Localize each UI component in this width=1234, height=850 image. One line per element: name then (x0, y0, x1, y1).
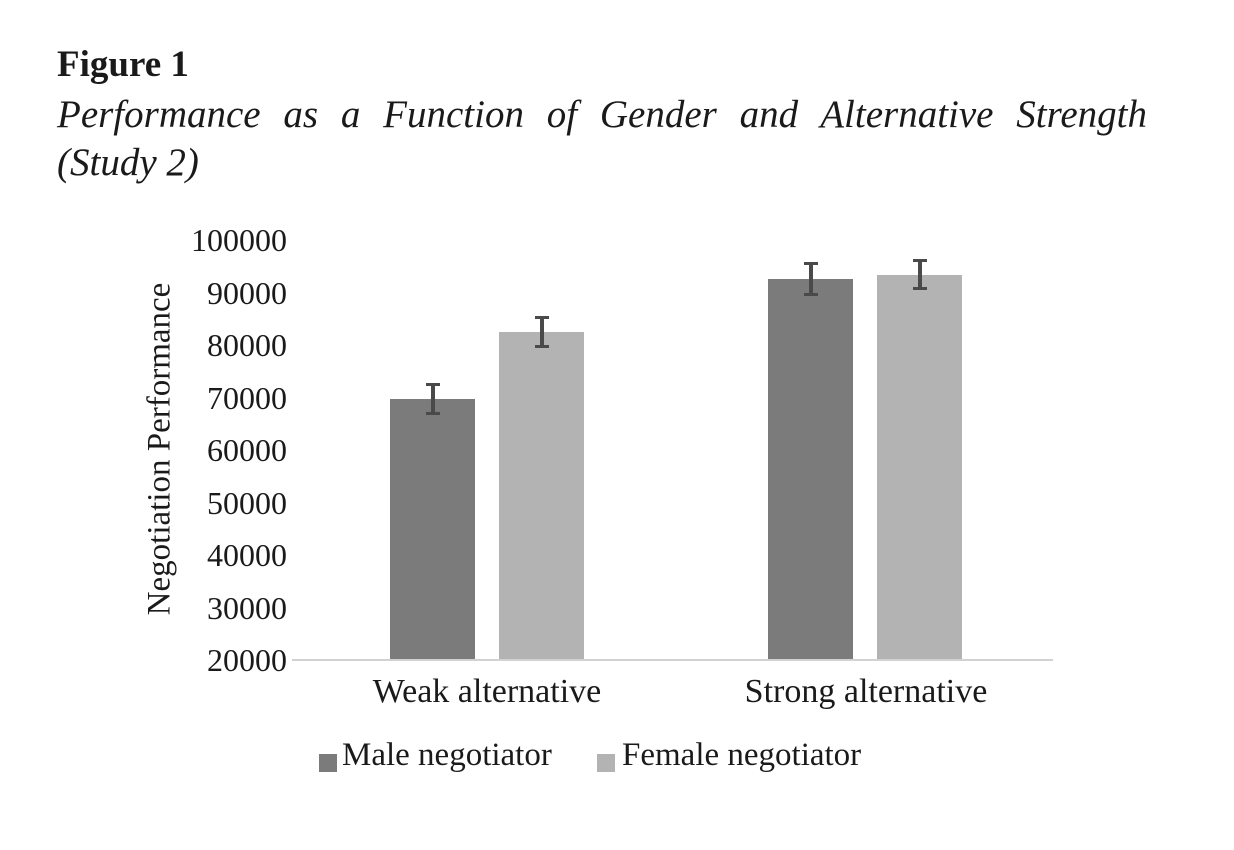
bar-male-strong (768, 278, 853, 660)
y-tick-label: 100000 (191, 222, 287, 258)
bar-male-weak (390, 399, 475, 660)
error-bar-cap (425, 412, 440, 416)
y-tick-label: 30000 (207, 589, 287, 626)
figure-caption-line1: Performance as a Function of Gender and … (57, 93, 1147, 136)
legend-swatch-icon (319, 754, 337, 772)
x-category-label: Strong alternative (744, 673, 988, 710)
error-bar-cap (803, 262, 818, 266)
error-bar-cap (912, 258, 927, 262)
legend-swatch-icon (597, 754, 615, 772)
x-axis-line (292, 659, 1053, 661)
error-bar-cap (534, 315, 549, 319)
error-bar-stem (430, 383, 435, 415)
error-bar-stem (917, 259, 922, 290)
y-tick-label: 60000 (207, 432, 287, 468)
legend-label: Female negotiator (622, 737, 862, 773)
figure-label: Figure 1 (57, 44, 189, 85)
x-category-label: Weak alternative (372, 673, 602, 710)
error-bar-stem (539, 316, 544, 348)
error-bar-cap (803, 292, 818, 296)
y-tick-label: 90000 (207, 274, 287, 311)
y-tick-label: 20000 (207, 642, 287, 678)
error-bar-cap (912, 287, 927, 291)
y-tick-label: 40000 (207, 537, 287, 573)
y-tick-label: 70000 (207, 379, 287, 416)
figure-caption-line2: (Study 2) (57, 141, 199, 184)
bar-female-weak (499, 331, 584, 660)
legend-label: Male negotiator (342, 737, 552, 773)
error-bar-stem (808, 263, 813, 295)
y-tick-label: 80000 (207, 327, 287, 363)
bar-female-strong (877, 274, 962, 660)
error-bar-cap (534, 345, 549, 349)
y-tick-label: 50000 (207, 484, 287, 521)
error-bar-cap (425, 382, 440, 386)
